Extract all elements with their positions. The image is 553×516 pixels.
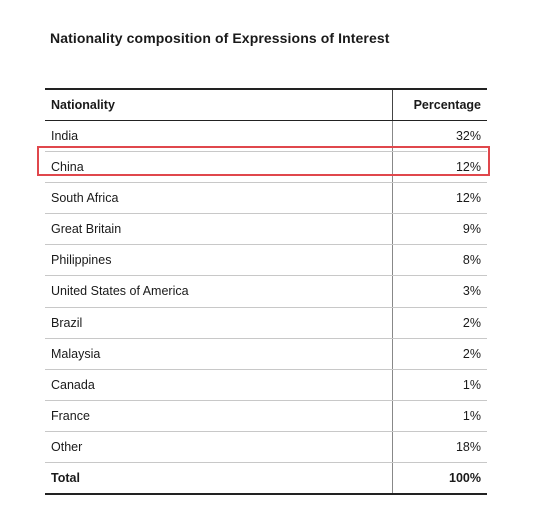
table-header-row: Nationality Percentage [45, 90, 487, 121]
percentage-cell: 2% [462, 315, 481, 330]
nationality-cell: United States of America [51, 284, 189, 299]
nationality-table: Nationality Percentage India 32% China 1… [45, 88, 487, 496]
percentage-cell: 1% [462, 377, 481, 392]
nationality-cell: France [51, 408, 90, 423]
nationality-cell: India [51, 129, 79, 143]
nationality-cell: Canada [51, 377, 95, 392]
table-row: Brazil 2% [45, 307, 487, 339]
total-label: Total [51, 471, 80, 486]
table-row: India 32% [45, 121, 487, 153]
nationality-cell: China [51, 160, 84, 175]
column-divider [392, 152, 393, 183]
percentage-cell: 1% [462, 408, 481, 423]
percentage-cell: 32% [455, 129, 481, 143]
column-divider [392, 307, 393, 338]
total-percentage: 100% [449, 471, 481, 486]
table-row: Malaysia 2% [45, 338, 487, 370]
column-divider [392, 338, 393, 369]
nationality-cell: Great Britain [51, 222, 122, 237]
nationality-cell: Philippines [51, 253, 112, 268]
column-divider [392, 369, 393, 400]
column-divider [392, 214, 393, 245]
table-row: Philippines 8% [45, 245, 487, 277]
column-header-percentage: Percentage [413, 98, 481, 112]
table-row: South Africa 12% [45, 183, 487, 215]
percentage-cell: 8% [462, 253, 481, 268]
percentage-cell: 3% [462, 284, 481, 299]
percentage-cell: 9% [462, 222, 481, 237]
column-divider [392, 276, 393, 307]
column-divider [392, 400, 393, 431]
percentage-cell: 12% [455, 191, 481, 206]
percentage-cell: 2% [462, 346, 481, 361]
column-divider [392, 431, 393, 463]
percentage-cell: 18% [455, 439, 481, 454]
table-row: Great Britain 9% [45, 214, 487, 246]
table-title: Nationality composition of Expressions o… [50, 30, 390, 46]
column-divider [392, 245, 393, 276]
table-row: Other 18% [45, 431, 487, 464]
table-row: Canada 1% [45, 369, 487, 401]
nationality-cell: South Africa [51, 191, 119, 206]
column-divider [392, 121, 393, 152]
nationality-cell: Other [51, 439, 83, 454]
nationality-cell: Malaysia [51, 346, 101, 361]
column-divider [392, 183, 393, 214]
table-total-row: Total 100% [45, 463, 487, 494]
column-divider [392, 463, 393, 494]
table-row: France 1% [45, 400, 487, 432]
percentage-cell: 12% [455, 160, 481, 175]
table-row: United States of America 3% [45, 276, 487, 308]
column-header-nationality: Nationality [51, 98, 115, 112]
table-row: China 12% [45, 152, 487, 184]
nationality-cell: Brazil [51, 315, 83, 330]
column-divider [392, 90, 393, 120]
